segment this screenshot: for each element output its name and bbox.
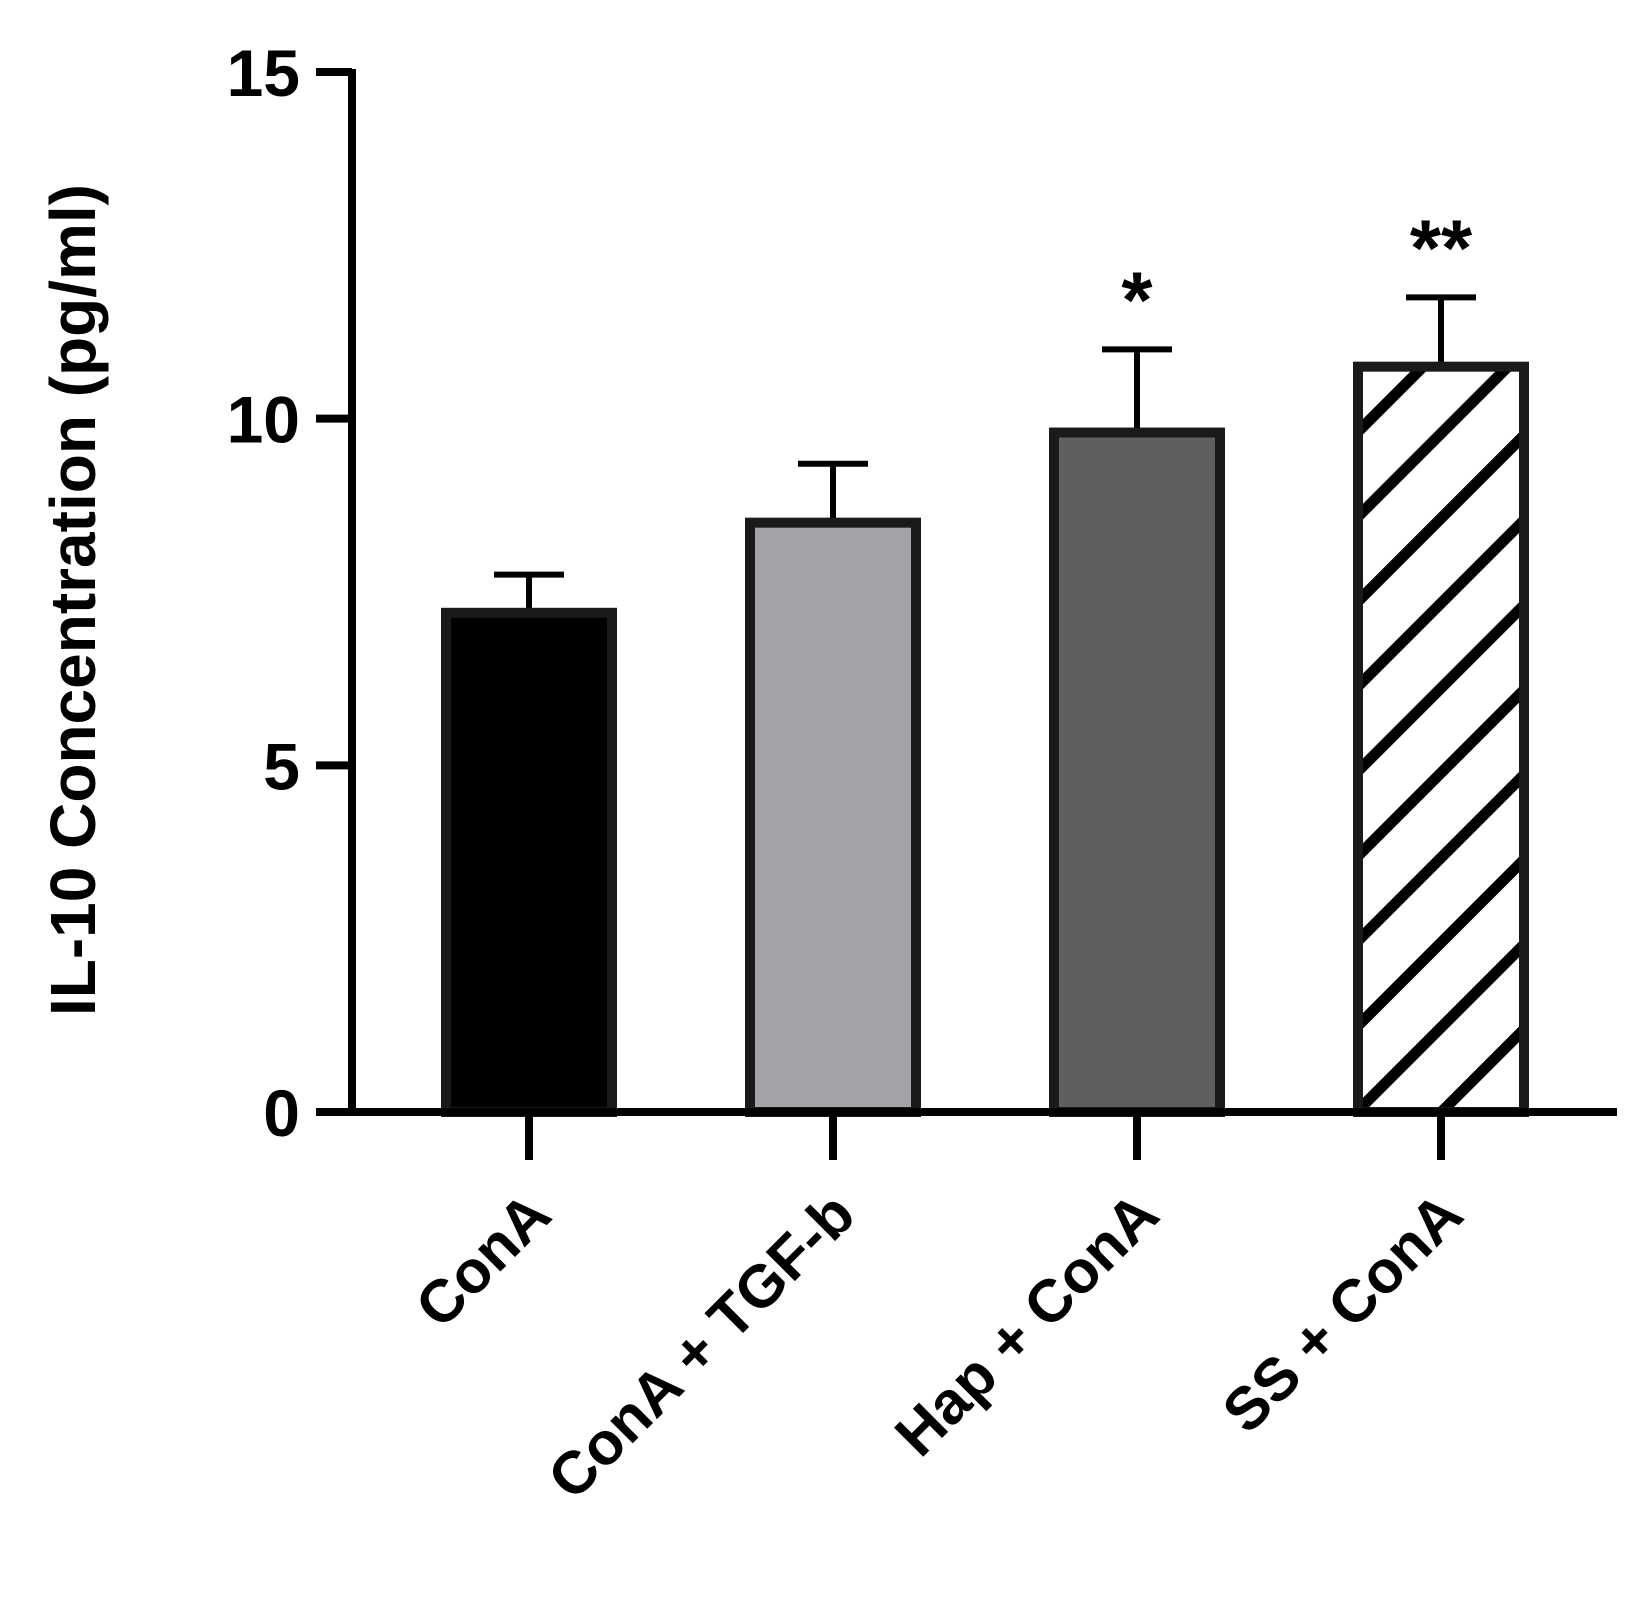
y-tick-label-15: 15 — [227, 36, 300, 110]
bar-cona — [441, 607, 617, 1117]
bar-cona-tgf-b — [745, 517, 921, 1117]
x-category-label-cona: ConA — [403, 1180, 563, 1340]
significance-label-ss-cona: ** — [1410, 203, 1473, 292]
y-tick-label-0: 0 — [263, 1076, 300, 1150]
y-tick-label-5: 5 — [263, 729, 300, 803]
x-category-label-cona-tgf-b: ConA + TGF-b — [535, 1180, 867, 1512]
bar-ss-cona — [1353, 361, 1529, 1117]
significance-label-hap-cona: * — [1121, 255, 1153, 344]
bar-hap-cona — [1049, 427, 1225, 1117]
y-tick-label-10: 10 — [227, 383, 300, 457]
y-axis-title: IL-10 Concentration (pg/ml) — [37, 184, 109, 1016]
x-category-label-ss-cona: SS + ConA — [1210, 1180, 1475, 1445]
x-category-label-hap-cona: Hap + ConA — [882, 1180, 1171, 1469]
